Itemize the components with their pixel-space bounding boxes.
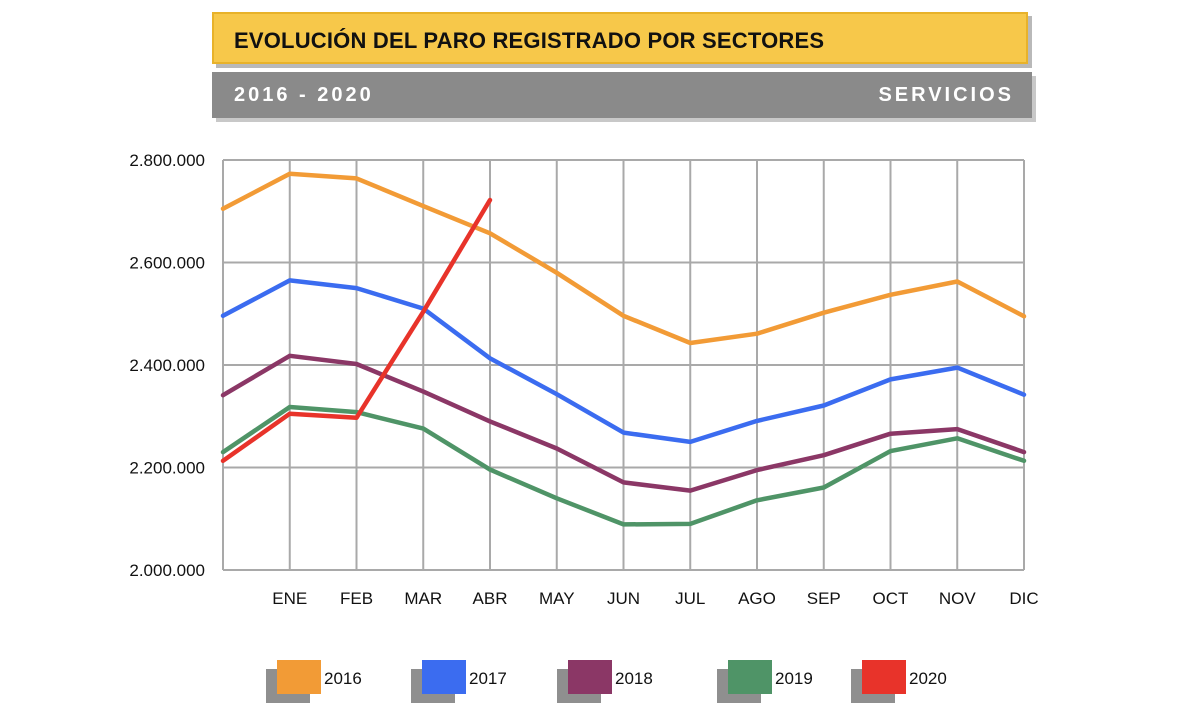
y-tick-label: 2.200.000 xyxy=(129,459,205,478)
series-line-2016 xyxy=(220,171,1027,346)
x-tick-label: MAR xyxy=(404,589,442,608)
legend-label-2018: 2018 xyxy=(615,669,653,688)
chart-title: EVOLUCIÓN DEL PARO REGISTRADO POR SECTOR… xyxy=(234,28,825,53)
x-tick-label: FEB xyxy=(340,589,373,608)
x-tick-label: OCT xyxy=(873,589,909,608)
y-tick-label: 2.800.000 xyxy=(129,151,205,170)
series-lines xyxy=(220,171,1027,527)
legend-label-2017: 2017 xyxy=(469,669,507,688)
x-tick-label: JUL xyxy=(675,589,705,608)
x-tick-label: DIC xyxy=(1009,589,1038,608)
series-line-2017 xyxy=(220,278,1027,445)
y-axis-ticks: 2.000.000 2.200.000 2.400.000 2.600.000 2.80… xyxy=(129,151,205,580)
legend-swatch-2016 xyxy=(277,660,321,694)
legend-swatch-2018 xyxy=(568,660,612,694)
series-line-2019 xyxy=(220,404,1027,527)
x-tick-label: SEP xyxy=(807,589,841,608)
legend-swatch-2019 xyxy=(728,660,772,694)
y-tick-label: 2.600.000 xyxy=(129,254,205,273)
x-tick-label: NOV xyxy=(939,589,977,608)
legend-label-2020: 2020 xyxy=(909,669,947,688)
y-tick-label: 2.400.000 xyxy=(129,356,205,375)
legend-label-2019: 2019 xyxy=(775,669,813,688)
x-tick-label: ENE xyxy=(272,589,307,608)
x-tick-label: ABR xyxy=(473,589,508,608)
legend-swatch-2020 xyxy=(862,660,906,694)
legend-swatch-2017 xyxy=(422,660,466,694)
x-tick-label: JUN xyxy=(607,589,640,608)
series-line-2020 xyxy=(220,197,493,464)
chart-legend: 2016 2017 2018 2019 2020 xyxy=(266,660,947,703)
legend-label-2016: 2016 xyxy=(324,669,362,688)
series-line-2018 xyxy=(220,353,1027,493)
x-tick-label: AGO xyxy=(738,589,776,608)
x-tick-label: MAY xyxy=(539,589,575,608)
x-axis-ticks: ENE FEB MAR ABR MAY JUN JUL AGO SEP OCT NOV DIC xyxy=(272,589,1038,608)
years-label: 2016 - 2020 xyxy=(234,84,374,106)
title-banner: EVOLUCIÓN DEL PARO REGISTRADO POR SECTOR… xyxy=(212,12,1028,64)
sector-label: SERVICIOS xyxy=(878,84,1014,106)
chart-grid xyxy=(222,159,1025,571)
subtitle-banner: 2016 - 2020 SERVICIOS xyxy=(212,72,1032,118)
y-tick-label: 2.000.000 xyxy=(129,561,205,580)
